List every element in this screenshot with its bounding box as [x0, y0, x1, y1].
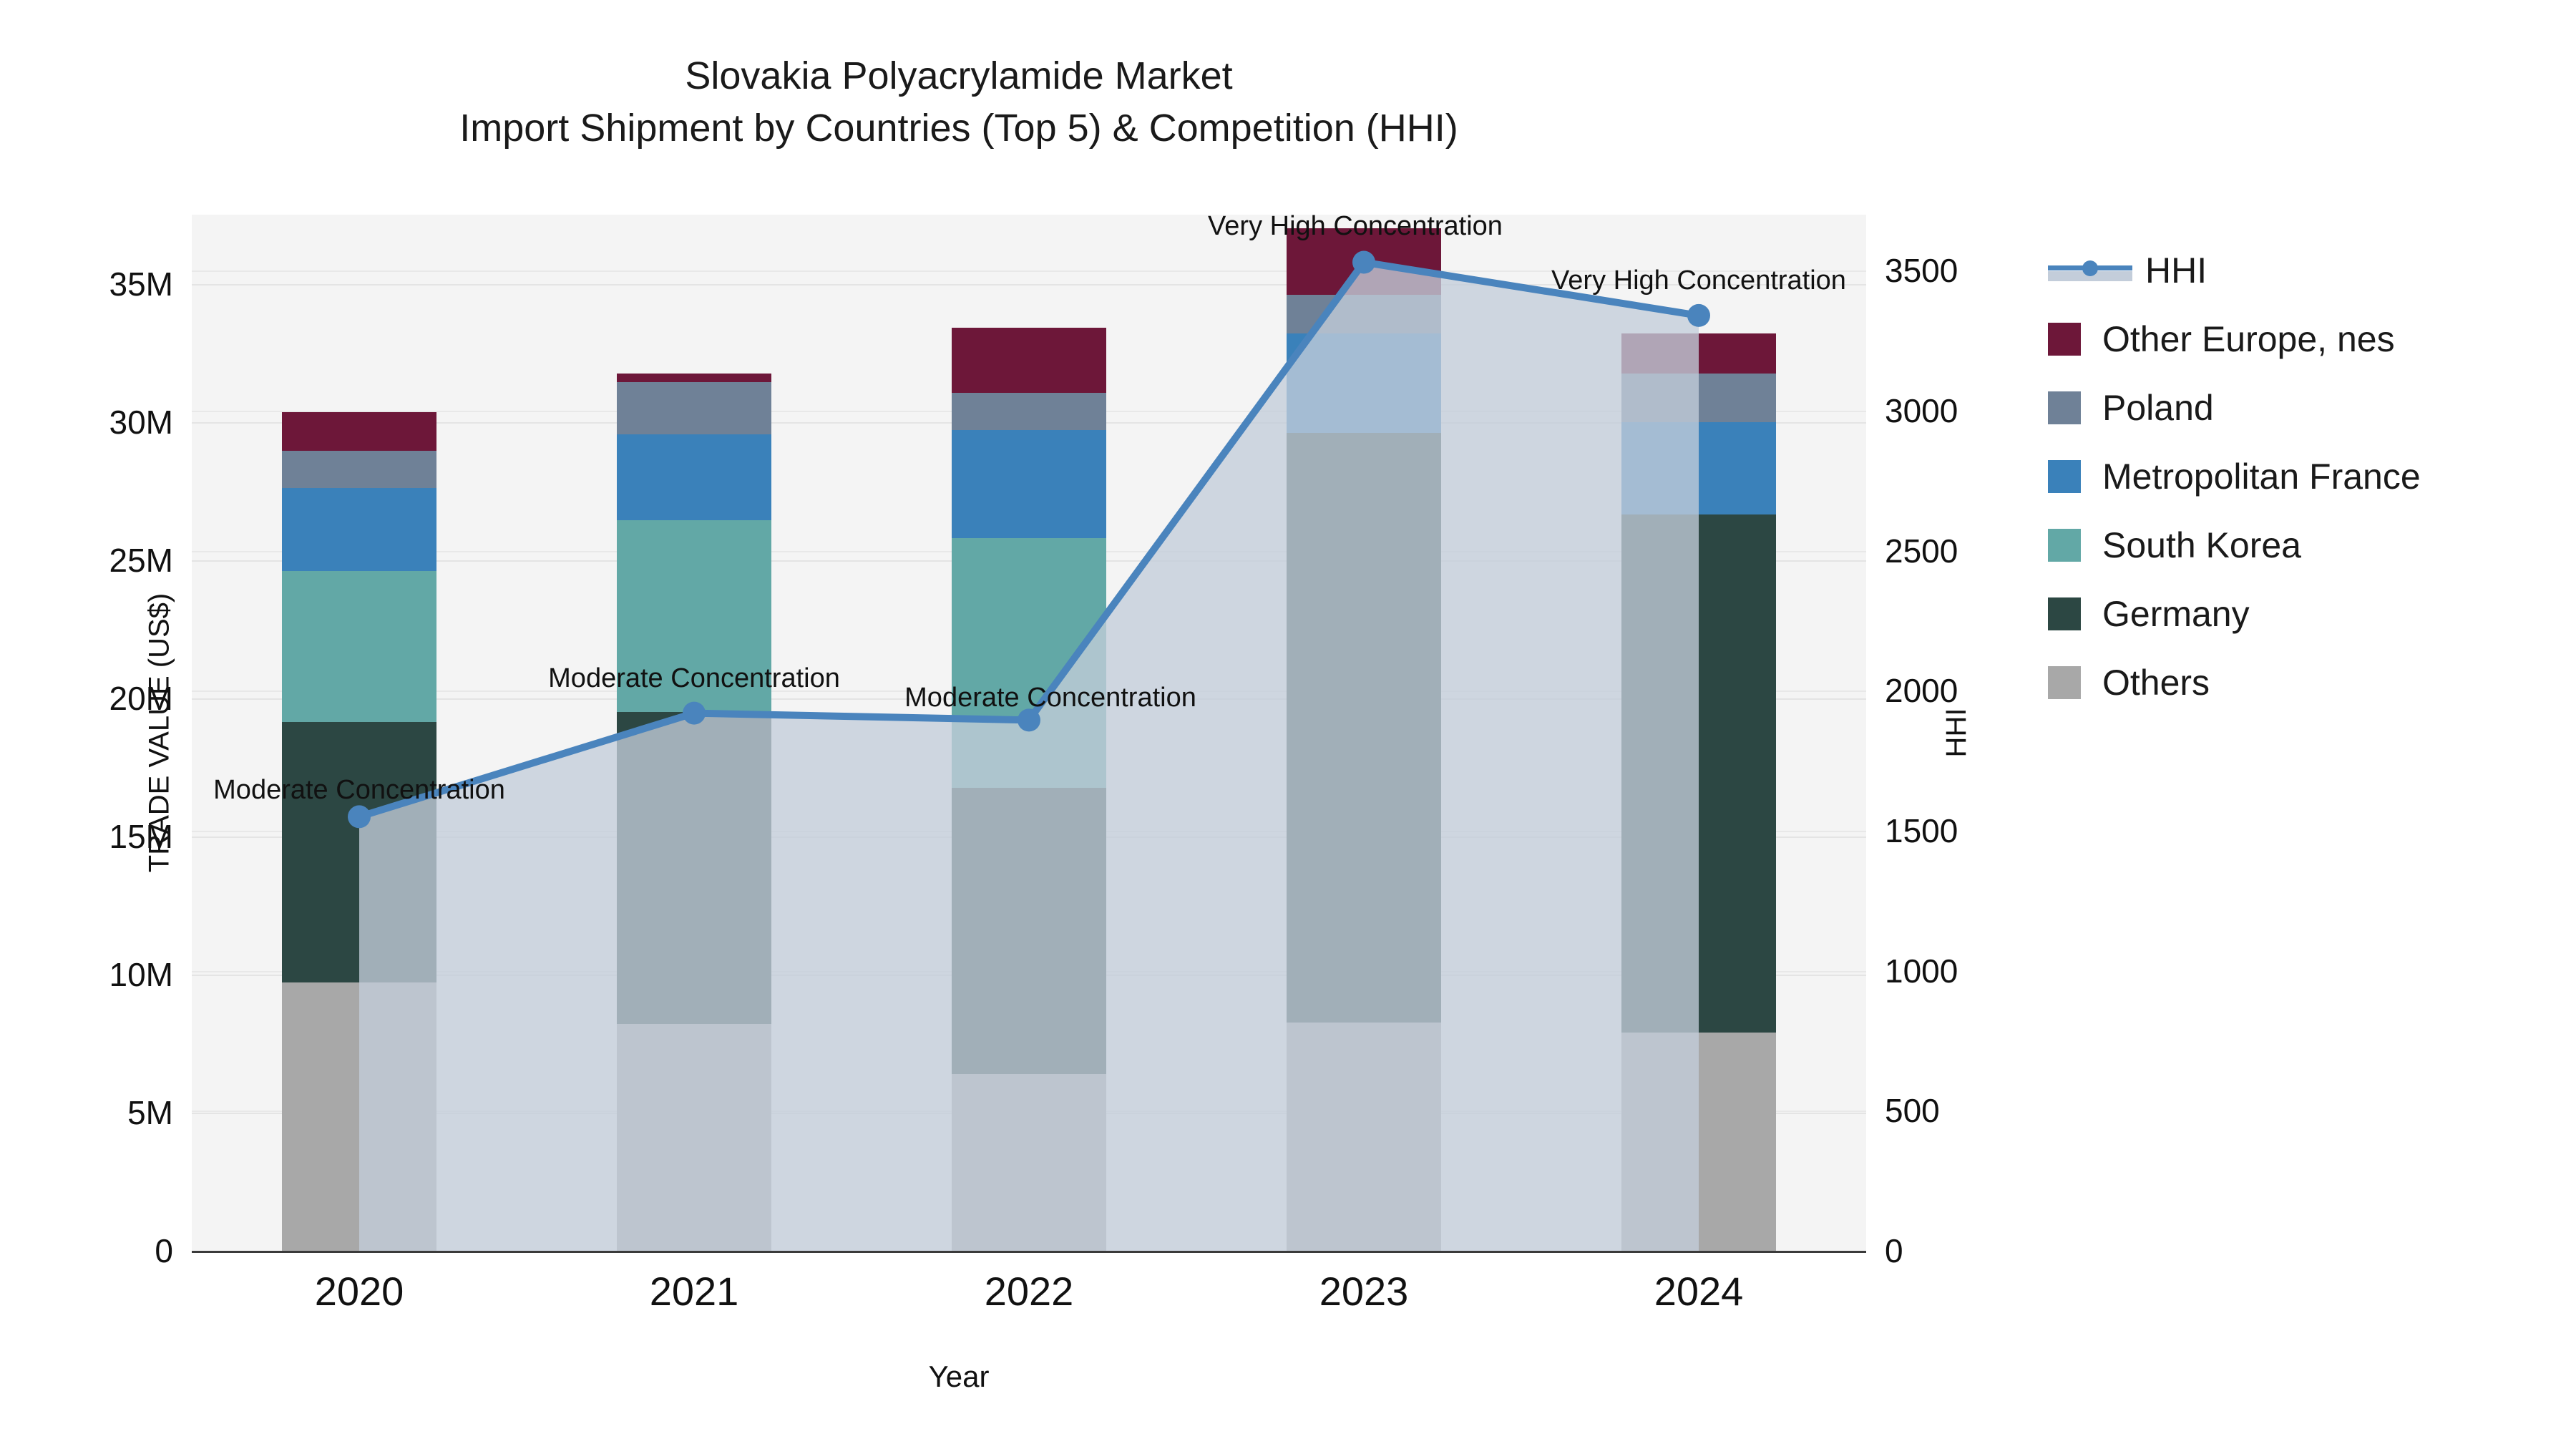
- y-tick-right-3000: 3000: [1885, 391, 1958, 429]
- bar-segment-metropolitan-france-2024[interactable]: [1621, 421, 1776, 514]
- legend-swatch-icon: [2048, 323, 2081, 356]
- bar-stack-2024[interactable]: [1621, 215, 1776, 1251]
- chart-title-line-2: Import Shipment by Countries (Top 5) & C…: [459, 106, 1458, 150]
- bar-segment-metropolitan-france-2023[interactable]: [1287, 333, 1441, 434]
- y-tick-right-2000: 2000: [1885, 672, 1958, 710]
- x-axis-label: Year: [928, 1360, 990, 1393]
- legend-line-marker-icon: [2048, 254, 2132, 287]
- legend-dot-icon: [2082, 260, 2098, 276]
- bar-segment-other-europe-nes-2021[interactable]: [617, 374, 771, 382]
- legend-label: Other Europe, nes: [2102, 319, 2395, 359]
- bar-segment-poland-2020[interactable]: [282, 451, 436, 489]
- bar-stack-2022[interactable]: [952, 215, 1106, 1251]
- legend-area-fill-icon: [2048, 271, 2132, 281]
- legend-label: Metropolitan France: [2102, 457, 2421, 497]
- y-tick-left-5M: 5M: [127, 1093, 173, 1131]
- y-tick-right-2500: 2500: [1885, 532, 1958, 570]
- legend-label: Poland: [2102, 388, 2214, 428]
- y-tick-left-20M: 20M: [109, 679, 173, 717]
- legend-item-south-korea[interactable]: South Korea: [2048, 511, 2549, 580]
- legend-label: Germany: [2102, 594, 2250, 634]
- bar-stack-2020[interactable]: [282, 215, 436, 1251]
- y-tick-right-500: 500: [1885, 1092, 1940, 1130]
- bar-segment-south-korea-2020[interactable]: [282, 571, 436, 722]
- y-tick-right-1500: 1500: [1885, 811, 1958, 849]
- plot-area: Moderate Concentration Moderate Concentra…: [192, 211, 1866, 1252]
- bar-segment-others-2024[interactable]: [1621, 1032, 1776, 1251]
- bar-segment-metropolitan-france-2022[interactable]: [952, 430, 1106, 538]
- bar-segment-others-2022[interactable]: [952, 1073, 1106, 1251]
- legend-item-other-europe-nes[interactable]: Other Europe, nes: [2048, 305, 2549, 374]
- legend: HHI Other Europe, nes Poland Metropolitan F…: [2048, 236, 2549, 717]
- annotation-2023: Very High Concentration: [1208, 210, 1503, 241]
- annotation-2021: Moderate Concentration: [548, 663, 840, 693]
- y-tick-left-10M: 10M: [109, 955, 173, 993]
- y-tick-left-30M: 30M: [109, 403, 173, 441]
- legend-swatch-icon: [2048, 391, 2081, 424]
- bar-segment-poland-2024[interactable]: [1621, 374, 1776, 422]
- bar-stack-2023[interactable]: [1287, 215, 1441, 1251]
- y-tick-right-1000: 1000: [1885, 952, 1958, 990]
- bar-segment-germany-2023[interactable]: [1287, 433, 1441, 1023]
- legend-swatch-icon: [2048, 460, 2081, 493]
- legend-item-poland[interactable]: Poland: [2048, 374, 2549, 442]
- bar-segment-poland-2023[interactable]: [1287, 294, 1441, 334]
- y-tick-left-25M: 25M: [109, 541, 173, 579]
- legend-label: South Korea: [2102, 525, 2301, 565]
- bar-segment-germany-2020[interactable]: [282, 721, 436, 983]
- x-axis-line: [192, 1251, 1866, 1253]
- bar-segment-germany-2021[interactable]: [617, 712, 771, 1025]
- legend-swatch-icon: [2048, 666, 2081, 699]
- y-tick-right-0: 0: [1885, 1232, 1903, 1269]
- annotation-2022: Moderate Concentration: [904, 683, 1196, 713]
- y-tick-left-0: 0: [155, 1232, 173, 1269]
- bar-segment-other-europe-nes-2020[interactable]: [282, 412, 436, 452]
- legend-label: HHI: [2145, 250, 2207, 291]
- y-tick-left-15M: 15M: [109, 817, 173, 855]
- chart-title-line-1: Slovakia Polyacrylamide Market: [685, 54, 1233, 97]
- bar-segment-poland-2021[interactable]: [617, 381, 771, 434]
- y-axis-right-label: HHI: [1940, 708, 1972, 758]
- x-tick-2020: 2020: [314, 1269, 404, 1314]
- bar-segment-metropolitan-france-2021[interactable]: [617, 434, 771, 520]
- x-tick-2022: 2022: [984, 1269, 1074, 1314]
- legend-item-germany[interactable]: Germany: [2048, 580, 2549, 648]
- bar-segment-other-europe-nes-2024[interactable]: [1621, 333, 1776, 374]
- legend-item-hhi[interactable]: HHI: [2048, 236, 2549, 305]
- x-tick-2023: 2023: [1319, 1269, 1409, 1314]
- y-tick-right-3500: 3500: [1885, 252, 1958, 290]
- y-tick-left-35M: 35M: [109, 265, 173, 303]
- bar-stack-2021[interactable]: [617, 215, 771, 1251]
- annotation-2024: Very High Concentration: [1551, 265, 1846, 296]
- legend-swatch-icon: [2048, 597, 2081, 630]
- legend-swatch-icon: [2048, 529, 2081, 562]
- annotation-2020: Moderate Concentration: [213, 775, 505, 806]
- bar-segment-others-2023[interactable]: [1287, 1023, 1441, 1251]
- x-tick-2024: 2024: [1654, 1269, 1744, 1314]
- bar-segment-others-2021[interactable]: [617, 1024, 771, 1251]
- bar-segment-other-europe-nes-2022[interactable]: [952, 328, 1106, 394]
- legend-label: Others: [2102, 663, 2210, 703]
- bar-segment-germany-2022[interactable]: [952, 788, 1106, 1074]
- bar-segment-germany-2024[interactable]: [1621, 514, 1776, 1033]
- chart-title: Slovakia Polyacrylamide Market Import Sh…: [0, 50, 1918, 155]
- legend-item-others[interactable]: Others: [2048, 648, 2549, 717]
- bar-segment-metropolitan-france-2020[interactable]: [282, 488, 436, 572]
- bar-segment-south-korea-2022[interactable]: [952, 537, 1106, 789]
- legend-item-metropolitan-france[interactable]: Metropolitan France: [2048, 442, 2549, 511]
- bar-segment-others-2020[interactable]: [282, 982, 436, 1251]
- bar-segment-poland-2022[interactable]: [952, 393, 1106, 431]
- x-tick-2021: 2021: [649, 1269, 739, 1314]
